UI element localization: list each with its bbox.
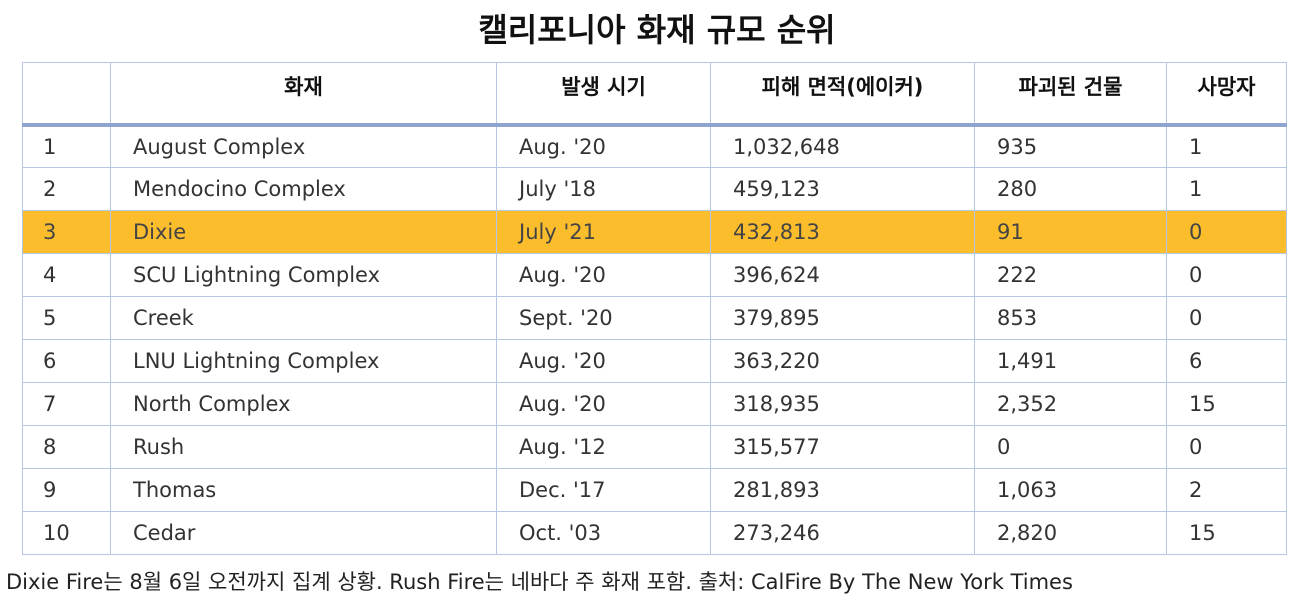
cell-fire-name: Thomas xyxy=(110,468,497,512)
cell-rank: 6 xyxy=(22,339,111,383)
table-row: 3 Dixie July '21 432,813 91 0 xyxy=(22,210,1287,254)
column-header-acres: 피해 면적(에이커) xyxy=(710,62,975,127)
table-row: 5 Creek Sept. '20 379,895 853 0 xyxy=(22,296,1287,340)
cell-rank: 3 xyxy=(22,210,111,254)
table-row: 4 SCU Lightning Complex Aug. '20 396,624 222… xyxy=(22,253,1287,297)
cell-date: July '18 xyxy=(496,167,711,211)
cell-deaths: 0 xyxy=(1166,210,1287,254)
cell-structures: 2,352 xyxy=(974,382,1167,426)
table-row: 1 August Complex Aug. '20 1,032,648 935 1 xyxy=(22,124,1287,168)
cell-date: Aug. '20 xyxy=(496,253,711,297)
cell-rank: 4 xyxy=(22,253,111,297)
cell-deaths: 6 xyxy=(1166,339,1287,383)
cell-deaths: 15 xyxy=(1166,511,1287,555)
cell-structures: 222 xyxy=(974,253,1167,297)
footnote: Dixie Fire는 8월 6일 오전까지 집계 상황. Rush Fire는… xyxy=(6,570,1073,594)
cell-date: Oct. '03 xyxy=(496,511,711,555)
table-body: 1 August Complex Aug. '20 1,032,648 935 1 2 Men… xyxy=(22,124,1287,555)
column-header-rank xyxy=(22,62,111,127)
cell-rank: 5 xyxy=(22,296,111,340)
cell-date: Aug. '20 xyxy=(496,382,711,426)
cell-rank: 8 xyxy=(22,425,111,469)
cell-rank: 1 xyxy=(22,124,111,168)
cell-acres: 459,123 xyxy=(710,167,975,211)
cell-deaths: 1 xyxy=(1166,167,1287,211)
cell-acres: 379,895 xyxy=(710,296,975,340)
cell-deaths: 0 xyxy=(1166,296,1287,340)
cell-acres: 432,813 xyxy=(710,210,975,254)
cell-fire-name: August Complex xyxy=(110,124,497,168)
cell-fire-name: North Complex xyxy=(110,382,497,426)
cell-structures: 2,820 xyxy=(974,511,1167,555)
cell-acres: 273,246 xyxy=(710,511,975,555)
table-row: 2 Mendocino Complex July '18 459,123 280 1 xyxy=(22,167,1287,211)
table-row: 7 North Complex Aug. '20 318,935 2,352 15 xyxy=(22,382,1287,426)
cell-rank: 7 xyxy=(22,382,111,426)
cell-fire-name: Cedar xyxy=(110,511,497,555)
cell-deaths: 0 xyxy=(1166,253,1287,297)
cell-structures: 935 xyxy=(974,124,1167,168)
cell-deaths: 0 xyxy=(1166,425,1287,469)
cell-date: Sept. '20 xyxy=(496,296,711,340)
cell-acres: 396,624 xyxy=(710,253,975,297)
cell-structures: 91 xyxy=(974,210,1167,254)
cell-fire-name: Mendocino Complex xyxy=(110,167,497,211)
cell-fire-name: SCU Lightning Complex xyxy=(110,253,497,297)
cell-deaths: 15 xyxy=(1166,382,1287,426)
cell-date: Aug. '20 xyxy=(496,124,711,168)
cell-fire-name: Rush xyxy=(110,425,497,469)
table-header: 화재 발생 시기 피해 면적(에이커) 파괴된 건물 사망자 xyxy=(22,62,1287,127)
cell-structures: 0 xyxy=(974,425,1167,469)
cell-fire-name: LNU Lightning Complex xyxy=(110,339,497,383)
column-header-fire: 화재 xyxy=(110,62,497,127)
cell-acres: 281,893 xyxy=(710,468,975,512)
column-header-structures: 파괴된 건물 xyxy=(974,62,1167,127)
cell-structures: 1,063 xyxy=(974,468,1167,512)
column-header-deaths: 사망자 xyxy=(1166,62,1287,127)
cell-acres: 1,032,648 xyxy=(710,124,975,168)
cell-date: Dec. '17 xyxy=(496,468,711,512)
column-header-date: 발생 시기 xyxy=(496,62,711,127)
cell-deaths: 1 xyxy=(1166,124,1287,168)
page-title: 캘리포니아 화재 규모 순위 xyxy=(478,11,836,49)
cell-date: Aug. '20 xyxy=(496,339,711,383)
cell-acres: 363,220 xyxy=(710,339,975,383)
cell-date: Aug. '12 xyxy=(496,425,711,469)
cell-fire-name: Creek xyxy=(110,296,497,340)
header-row: 화재 발생 시기 피해 면적(에이커) 파괴된 건물 사망자 xyxy=(22,62,1287,127)
cell-rank: 9 xyxy=(22,468,111,512)
cell-acres: 315,577 xyxy=(710,425,975,469)
cell-date: July '21 xyxy=(496,210,711,254)
cell-structures: 280 xyxy=(974,167,1167,211)
table-row: 9 Thomas Dec. '17 281,893 1,063 2 xyxy=(22,468,1287,512)
cell-rank: 2 xyxy=(22,167,111,211)
cell-acres: 318,935 xyxy=(710,382,975,426)
table-row: 8 Rush Aug. '12 315,577 0 0 xyxy=(22,425,1287,469)
cell-fire-name: Dixie xyxy=(110,210,497,254)
fire-ranking-table: 화재 발생 시기 피해 면적(에이커) 파괴된 건물 사망자 1 August C… xyxy=(22,62,1287,555)
cell-deaths: 2 xyxy=(1166,468,1287,512)
table-row: 10 Cedar Oct. '03 273,246 2,820 15 xyxy=(22,511,1287,555)
cell-structures: 1,491 xyxy=(974,339,1167,383)
cell-structures: 853 xyxy=(974,296,1167,340)
cell-rank: 10 xyxy=(22,511,111,555)
table-row: 6 LNU Lightning Complex Aug. '20 363,220 1,4… xyxy=(22,339,1287,383)
